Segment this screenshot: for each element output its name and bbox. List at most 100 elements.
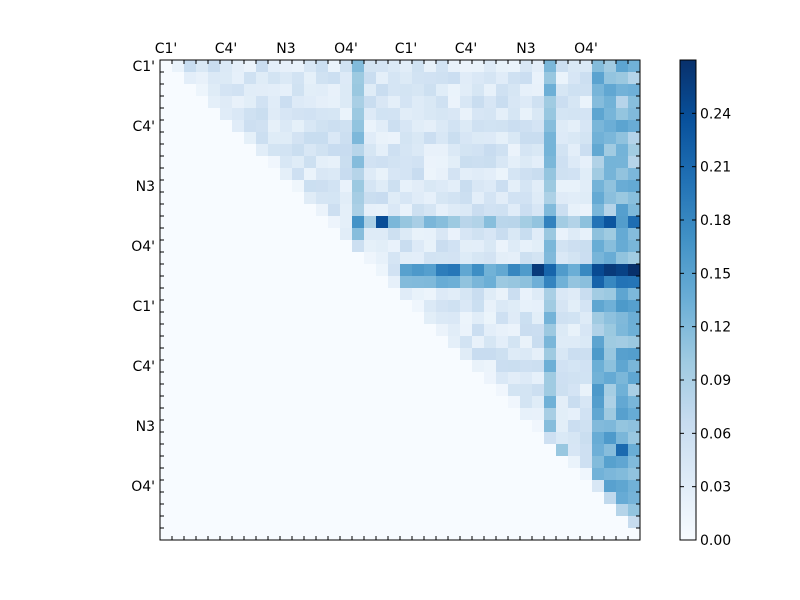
- heatmap-cell: [400, 384, 413, 397]
- heatmap-cell: [460, 372, 473, 385]
- y-tick-label: O4': [131, 479, 155, 495]
- heatmap-cell: [256, 480, 269, 493]
- heatmap-cell: [400, 528, 413, 541]
- heatmap-cell: [376, 216, 389, 229]
- heatmap-cell: [232, 252, 245, 265]
- heatmap-cell: [220, 156, 233, 169]
- heatmap-cell: [292, 456, 305, 469]
- heatmap-cell: [388, 504, 401, 517]
- heatmap-cell: [580, 444, 593, 457]
- heatmap-cell: [376, 384, 389, 397]
- heatmap-cell: [616, 108, 629, 121]
- heatmap-cell: [220, 216, 233, 229]
- heatmap-cell: [184, 240, 197, 253]
- heatmap-cell: [316, 252, 329, 265]
- heatmap-cell: [328, 264, 341, 277]
- heatmap-cell: [328, 348, 341, 361]
- heatmap-cell: [472, 264, 485, 277]
- heatmap-cell: [172, 156, 185, 169]
- heatmap-cell: [520, 228, 533, 241]
- heatmap-cell: [304, 444, 317, 457]
- heatmap-cell: [364, 300, 377, 313]
- heatmap-cell: [352, 408, 365, 421]
- heatmap-cell: [316, 108, 329, 121]
- heatmap-cell: [508, 132, 521, 145]
- heatmap-cell: [304, 336, 317, 349]
- heatmap-cell: [532, 432, 545, 445]
- heatmap-cell: [256, 204, 269, 217]
- heatmap-cell: [268, 96, 281, 109]
- heatmap-cell: [556, 372, 569, 385]
- heatmap-cell: [376, 480, 389, 493]
- heatmap-cell: [292, 324, 305, 337]
- heatmap-cell: [220, 96, 233, 109]
- heatmap-cell: [160, 396, 173, 409]
- heatmap-cell: [496, 420, 509, 433]
- heatmap-cell: [316, 492, 329, 505]
- heatmap-cell: [616, 456, 629, 469]
- heatmap-cell: [448, 252, 461, 265]
- heatmap-cell: [544, 60, 557, 73]
- heatmap-cell: [532, 456, 545, 469]
- heatmap-cell: [388, 276, 401, 289]
- heatmap-cell: [304, 432, 317, 445]
- heatmap-cell: [256, 144, 269, 157]
- heatmap-cell: [580, 516, 593, 529]
- heatmap-cell: [616, 180, 629, 193]
- heatmap-cell: [508, 456, 521, 469]
- heatmap-cell: [256, 96, 269, 109]
- heatmap-cell: [316, 120, 329, 133]
- heatmap-cell: [436, 348, 449, 361]
- heatmap-cell: [628, 480, 641, 493]
- heatmap-cell: [172, 480, 185, 493]
- heatmap-cell: [472, 480, 485, 493]
- heatmap-cell: [472, 180, 485, 193]
- heatmap-cell: [496, 516, 509, 529]
- heatmap-cell: [508, 492, 521, 505]
- heatmap-cell: [184, 468, 197, 481]
- heatmap-cell: [208, 72, 221, 85]
- heatmap-cell: [376, 468, 389, 481]
- heatmap-cell: [388, 516, 401, 529]
- heatmap-cell: [628, 300, 641, 313]
- heatmap-cell: [580, 360, 593, 373]
- heatmap-cell: [484, 408, 497, 421]
- heatmap-cell: [220, 204, 233, 217]
- heatmap-cell: [256, 252, 269, 265]
- heatmap-cell: [580, 396, 593, 409]
- heatmap-cell: [208, 288, 221, 301]
- heatmap-cell: [436, 456, 449, 469]
- heatmap-cell: [580, 276, 593, 289]
- heatmap-cell: [424, 516, 437, 529]
- heatmap-cell: [232, 516, 245, 529]
- heatmap-cell: [532, 60, 545, 73]
- heatmap-cell: [340, 252, 353, 265]
- heatmap-cell: [544, 168, 557, 181]
- heatmap-cell: [196, 504, 209, 517]
- heatmap-cell: [448, 516, 461, 529]
- heatmap-cell: [412, 456, 425, 469]
- heatmap-cell: [232, 336, 245, 349]
- heatmap-cell: [184, 360, 197, 373]
- heatmap-cell: [316, 516, 329, 529]
- heatmap-cell: [400, 228, 413, 241]
- heatmap-cell: [184, 180, 197, 193]
- heatmap-cell: [532, 528, 545, 541]
- heatmap-cell: [568, 84, 581, 97]
- heatmap-cell: [184, 204, 197, 217]
- heatmap-cell: [436, 120, 449, 133]
- heatmap-cell: [580, 72, 593, 85]
- heatmap-cell: [544, 528, 557, 541]
- heatmap-cell: [280, 480, 293, 493]
- heatmap-cell: [340, 432, 353, 445]
- heatmap-cell: [340, 516, 353, 529]
- heatmap-cell: [532, 168, 545, 181]
- heatmap-cell: [556, 432, 569, 445]
- heatmap-cell: [580, 84, 593, 97]
- heatmap-cell: [508, 516, 521, 529]
- heatmap-cell: [508, 348, 521, 361]
- heatmap-cell: [280, 324, 293, 337]
- heatmap-cell: [328, 336, 341, 349]
- heatmap-cell: [580, 228, 593, 241]
- heatmap-cell: [292, 504, 305, 517]
